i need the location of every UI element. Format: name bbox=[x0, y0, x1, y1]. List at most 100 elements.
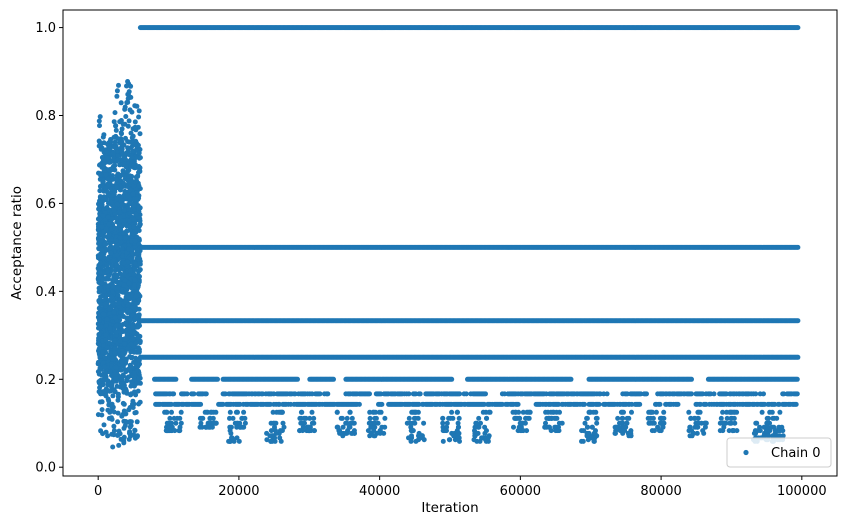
data-point bbox=[121, 180, 126, 186]
data-point bbox=[109, 173, 115, 179]
data-point bbox=[173, 376, 179, 382]
data-point bbox=[136, 150, 142, 156]
data-point bbox=[119, 253, 125, 259]
data-point bbox=[100, 360, 106, 366]
data-point bbox=[130, 148, 136, 154]
data-point bbox=[99, 372, 105, 378]
data-point bbox=[325, 391, 331, 397]
data-point bbox=[127, 268, 133, 274]
data-point bbox=[118, 239, 124, 245]
data-point bbox=[119, 359, 125, 365]
data-point bbox=[126, 146, 131, 151]
data-point bbox=[125, 315, 131, 321]
data-point bbox=[99, 155, 105, 160]
data-point bbox=[97, 285, 103, 291]
data-point bbox=[132, 179, 138, 185]
data-point bbox=[133, 340, 139, 346]
data-point bbox=[117, 338, 123, 344]
data-point bbox=[105, 268, 111, 274]
chain-0-points bbox=[95, 25, 801, 450]
data-point bbox=[121, 282, 127, 288]
data-point bbox=[794, 376, 800, 382]
data-point bbox=[129, 364, 135, 370]
data-point bbox=[103, 323, 109, 328]
data-point bbox=[136, 292, 142, 298]
data-point bbox=[133, 301, 139, 307]
data-point bbox=[115, 136, 120, 141]
data-point bbox=[100, 277, 106, 283]
data-point bbox=[123, 114, 129, 119]
data-point bbox=[118, 100, 124, 106]
data-point bbox=[215, 376, 220, 382]
data-point bbox=[99, 247, 105, 253]
data-point bbox=[128, 130, 134, 136]
data-point bbox=[112, 225, 118, 231]
data-point bbox=[135, 142, 141, 148]
data-point bbox=[97, 269, 103, 275]
data-point bbox=[123, 388, 129, 394]
data-point bbox=[136, 164, 142, 169]
data-point bbox=[108, 250, 114, 256]
data-point bbox=[126, 374, 132, 380]
data-point bbox=[130, 324, 136, 330]
data-point bbox=[795, 25, 801, 31]
data-point bbox=[114, 184, 120, 190]
data-point bbox=[116, 442, 122, 448]
data-point bbox=[118, 227, 124, 232]
data-point bbox=[125, 346, 131, 352]
data-point bbox=[128, 355, 134, 361]
data-point bbox=[126, 436, 132, 442]
data-point bbox=[99, 237, 104, 243]
data-point bbox=[117, 235, 123, 241]
data-point bbox=[106, 232, 112, 238]
data-point bbox=[132, 266, 138, 272]
data-point bbox=[203, 391, 209, 397]
data-point bbox=[127, 328, 133, 334]
data-point bbox=[125, 168, 131, 174]
data-point bbox=[130, 251, 135, 257]
data-point bbox=[127, 107, 133, 113]
data-point bbox=[135, 388, 141, 394]
data-point bbox=[100, 213, 106, 219]
data-point bbox=[135, 376, 141, 382]
data-point bbox=[107, 311, 112, 316]
data-point bbox=[131, 272, 137, 277]
data-point bbox=[137, 155, 143, 161]
data-point bbox=[131, 382, 137, 388]
data-point bbox=[689, 376, 694, 382]
data-point bbox=[123, 358, 129, 364]
data-point bbox=[104, 205, 110, 210]
data-point bbox=[113, 176, 119, 182]
data-point bbox=[126, 280, 132, 286]
data-point bbox=[132, 124, 138, 130]
data-point bbox=[119, 131, 124, 137]
data-point bbox=[114, 88, 120, 94]
data-point bbox=[129, 154, 135, 160]
data-point bbox=[130, 191, 136, 197]
data-point bbox=[106, 415, 112, 421]
data-point bbox=[107, 145, 113, 151]
data-point bbox=[795, 244, 801, 250]
data-point bbox=[117, 264, 122, 270]
data-point bbox=[121, 271, 127, 277]
data-point bbox=[96, 241, 102, 247]
data-point bbox=[135, 282, 141, 288]
data-point bbox=[127, 211, 133, 216]
data-point bbox=[120, 172, 126, 178]
data-point bbox=[106, 193, 112, 199]
data-point bbox=[132, 119, 138, 125]
data-point bbox=[121, 408, 127, 414]
data-point bbox=[111, 309, 117, 315]
data-point bbox=[127, 187, 133, 193]
data-point bbox=[105, 284, 111, 289]
data-point bbox=[96, 389, 102, 395]
data-point bbox=[106, 398, 112, 404]
data-point bbox=[406, 391, 412, 397]
data-point bbox=[171, 391, 177, 397]
data-point bbox=[133, 314, 139, 320]
data-point bbox=[125, 123, 131, 129]
data-point bbox=[119, 275, 125, 281]
data-point bbox=[111, 207, 117, 213]
data-point bbox=[120, 151, 126, 157]
data-point bbox=[125, 193, 131, 199]
